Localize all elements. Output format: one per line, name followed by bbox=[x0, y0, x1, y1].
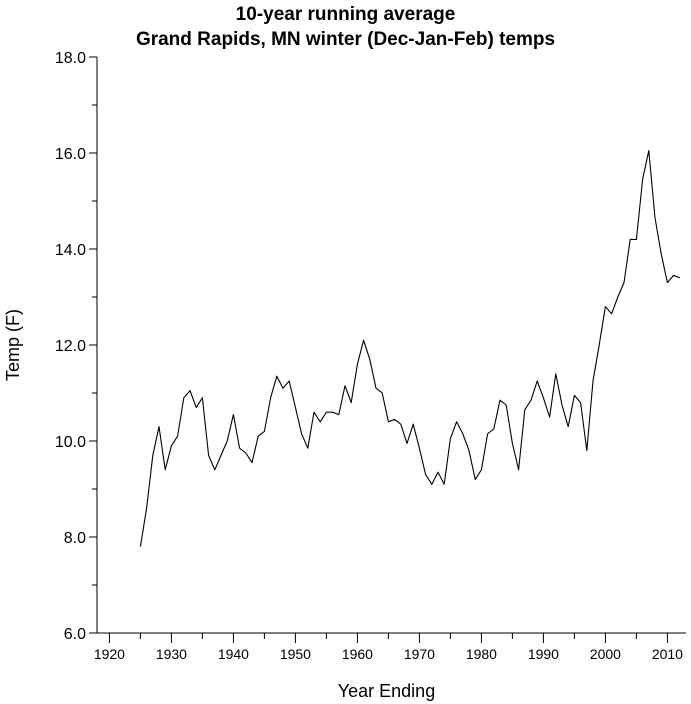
x-tick-label: 2000 bbox=[590, 646, 621, 662]
y-tick-label: 10.0 bbox=[55, 434, 86, 451]
y-tick-label: 12.0 bbox=[55, 338, 86, 355]
chart-title-line-2: Grand Rapids, MN winter (Dec-Jan-Feb) te… bbox=[135, 29, 556, 50]
x-tick-label: 1950 bbox=[280, 646, 311, 662]
y-tick-label: 14.0 bbox=[55, 242, 86, 259]
x-tick-label: 1980 bbox=[466, 646, 497, 662]
ticks: 6.0 8.0 10.0 12.0 14.0 16.0 18.0 1920 1930 1940 19… bbox=[55, 50, 683, 662]
series-line-0 bbox=[139, 150, 680, 547]
y-tick-label: 18.0 bbox=[55, 50, 86, 67]
x-tick-label: 1990 bbox=[528, 646, 559, 662]
y-tick-label: 8.0 bbox=[64, 530, 86, 547]
x-tick-label: 1940 bbox=[218, 646, 249, 662]
series-layer bbox=[139, 150, 680, 547]
chart-title-line-1: 10-year running average bbox=[235, 4, 456, 25]
x-tick-label: 1930 bbox=[156, 646, 187, 662]
y-tick-label: 6.0 bbox=[64, 626, 86, 643]
x-tick-label: 2010 bbox=[652, 646, 683, 662]
axes bbox=[96, 57, 686, 634]
x-tick-label: 1960 bbox=[342, 646, 373, 662]
x-tick-label: 1920 bbox=[94, 646, 125, 662]
y-axis-label: Temp (F) bbox=[3, 309, 23, 381]
x-tick-label: 1970 bbox=[404, 646, 435, 662]
x-axis-label: Year Ending bbox=[338, 681, 435, 701]
y-tick-label: 16.0 bbox=[55, 146, 86, 163]
